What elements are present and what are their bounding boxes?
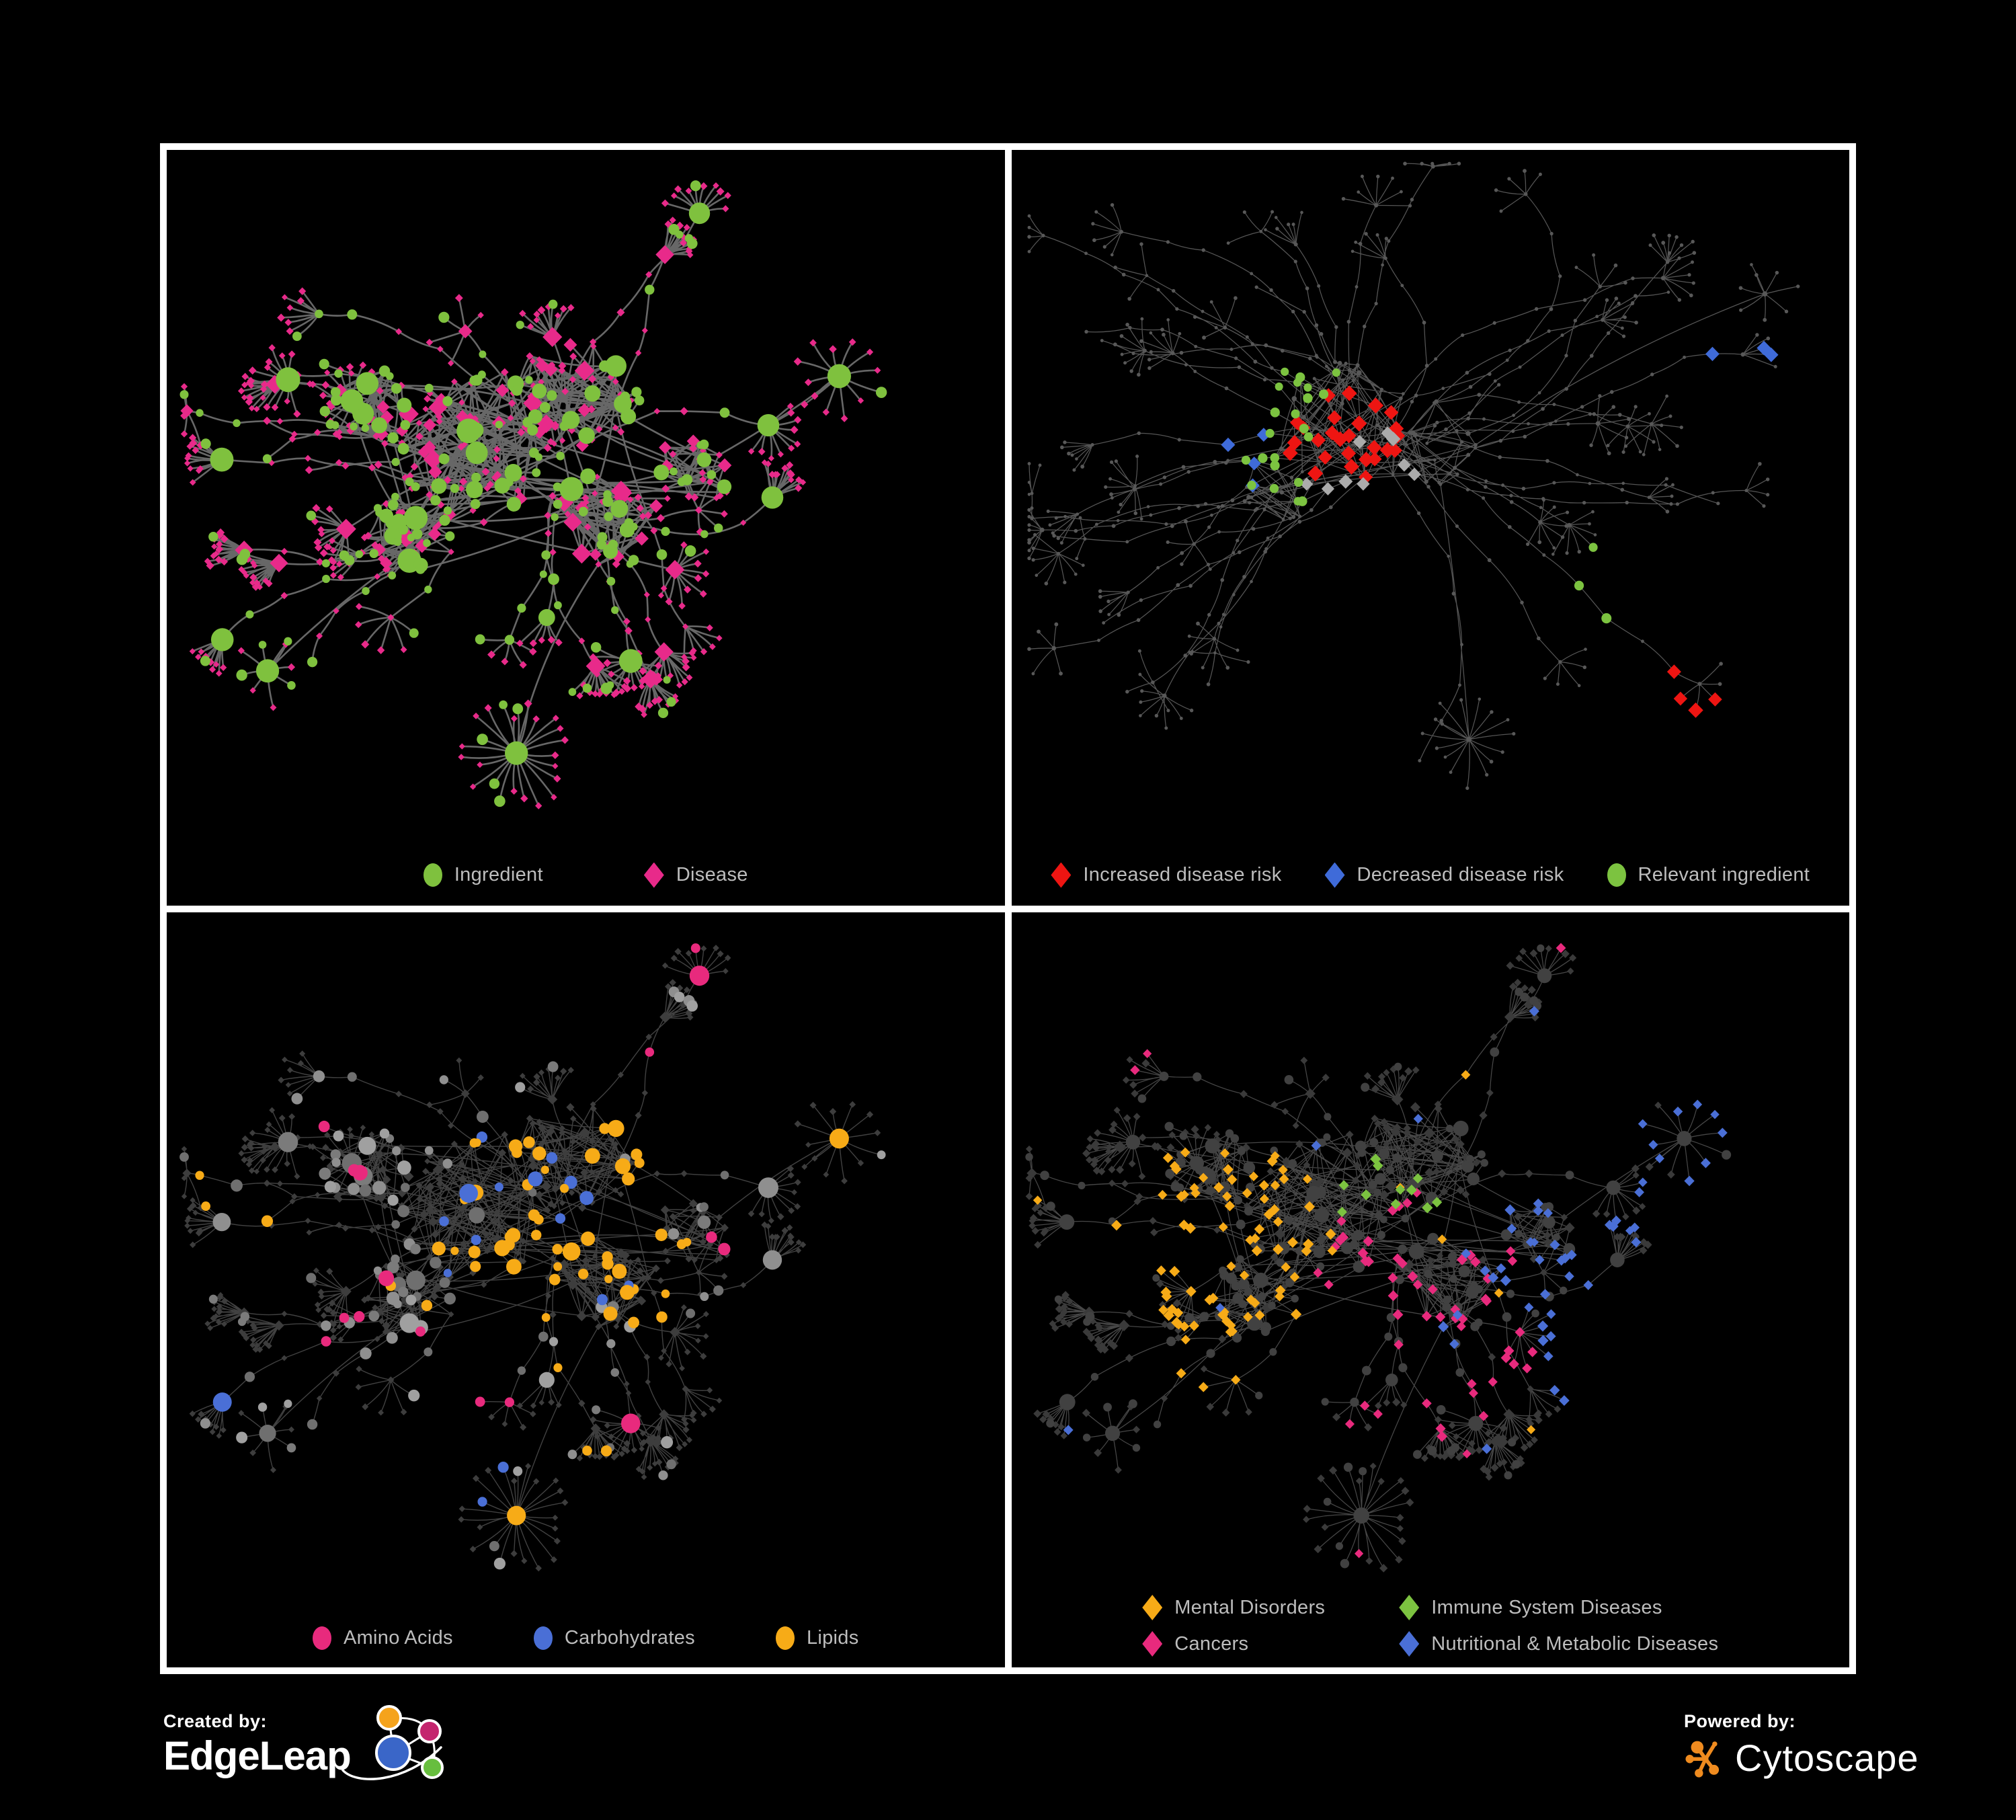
nutritional-metabolic-diamond-icon bbox=[1399, 1631, 1420, 1657]
edgeleap-wordmark: EdgeLeap bbox=[163, 1733, 352, 1778]
legend-item: Disease bbox=[643, 862, 748, 888]
edgeleap-logo-icon bbox=[341, 1705, 444, 1780]
cytoscape-wordmark: Cytoscape bbox=[1735, 1737, 1919, 1779]
legend-label: Immune System Diseases bbox=[1431, 1596, 1662, 1618]
legend-disease-risk: Increased disease risk Decreased disease… bbox=[1012, 862, 1850, 888]
powered-by-label: Powered by: bbox=[1684, 1711, 1796, 1731]
panel-grid: Ingredient Disease Increased disease ris… bbox=[160, 143, 1856, 1674]
cancers-diamond-icon bbox=[1142, 1631, 1163, 1657]
nutrient-classes-network-graph bbox=[179, 943, 886, 1571]
legend-label: Disease bbox=[676, 864, 748, 885]
legend-item: Nutritional & Metabolic Diseases bbox=[1399, 1631, 1718, 1657]
disease-risk-network-graph bbox=[1026, 161, 1800, 790]
legend-label: Ingredient bbox=[454, 864, 543, 885]
created-by-label: Created by: bbox=[163, 1711, 268, 1731]
panel-disease-categories: Mental Disorders Immune System Diseases … bbox=[1011, 912, 1850, 1667]
legend-item: Carbohydrates bbox=[533, 1626, 695, 1650]
cytoscape-branding: Powered by: Cytoscape bbox=[1684, 1711, 1919, 1780]
increased-risk-diamond-icon bbox=[1051, 862, 1072, 888]
legend-item: Amino Acids bbox=[312, 1626, 453, 1650]
legend-item: Increased disease risk bbox=[1051, 862, 1282, 888]
carbohydrates-circle-icon bbox=[533, 1626, 553, 1650]
cytoscape-logo-icon bbox=[1685, 1741, 1720, 1778]
ingredient-disease-network-graph bbox=[179, 180, 887, 809]
disease-categories-network-graph bbox=[1024, 942, 1731, 1573]
panel-nutrient-classes: Amino Acids Carbohydrates Lipids bbox=[167, 912, 1005, 1667]
legend-item: Ingredient bbox=[423, 863, 543, 887]
legend-item: Immune System Diseases bbox=[1399, 1595, 1718, 1620]
legend-item: Decreased disease risk bbox=[1324, 862, 1564, 888]
legend-label: Nutritional & Metabolic Diseases bbox=[1431, 1632, 1719, 1655]
legend-label: Carbohydrates bbox=[564, 1627, 695, 1649]
legend-disease-categories: Mental Disorders Immune System Diseases … bbox=[1012, 1595, 1850, 1657]
lipids-circle-icon bbox=[775, 1626, 795, 1650]
legend-item: Lipids bbox=[775, 1626, 859, 1650]
mental-disorders-diamond-icon bbox=[1142, 1595, 1163, 1620]
legend-label: Increased disease risk bbox=[1083, 864, 1282, 885]
legend-item: Relevant ingredient bbox=[1607, 863, 1810, 887]
panel-disease-risk: Increased disease risk Decreased disease… bbox=[1011, 150, 1850, 906]
legend-label: Cancers bbox=[1174, 1632, 1249, 1655]
legend-label: Amino Acids bbox=[343, 1627, 453, 1649]
legend-ingredient-disease: Ingredient Disease bbox=[167, 862, 1005, 888]
cytoscape-lockup: Cytoscape bbox=[1684, 1736, 1919, 1780]
decreased-risk-diamond-icon bbox=[1324, 862, 1345, 888]
edgeleap-text-block: Created by: EdgeLeap bbox=[163, 1711, 352, 1778]
panel-ingredient-disease: Ingredient Disease bbox=[167, 150, 1005, 906]
ingredient-circle-icon bbox=[423, 863, 442, 887]
immune-diseases-diamond-icon bbox=[1399, 1595, 1420, 1620]
relevant-ingredient-circle-icon bbox=[1607, 863, 1626, 887]
legend-label: Decreased disease risk bbox=[1357, 864, 1564, 885]
legend-item: Cancers bbox=[1142, 1631, 1325, 1657]
legend-label: Relevant ingredient bbox=[1638, 864, 1810, 885]
legend-item: Mental Disorders bbox=[1142, 1595, 1325, 1620]
legend-label: Mental Disorders bbox=[1174, 1596, 1326, 1618]
amino-acids-circle-icon bbox=[312, 1626, 331, 1650]
legend-label: Lipids bbox=[806, 1627, 859, 1649]
disease-diamond-icon bbox=[643, 862, 664, 888]
legend-nutrient-classes: Amino Acids Carbohydrates Lipids bbox=[167, 1626, 1005, 1650]
edgeleap-branding: Created by: EdgeLeap bbox=[163, 1705, 465, 1789]
